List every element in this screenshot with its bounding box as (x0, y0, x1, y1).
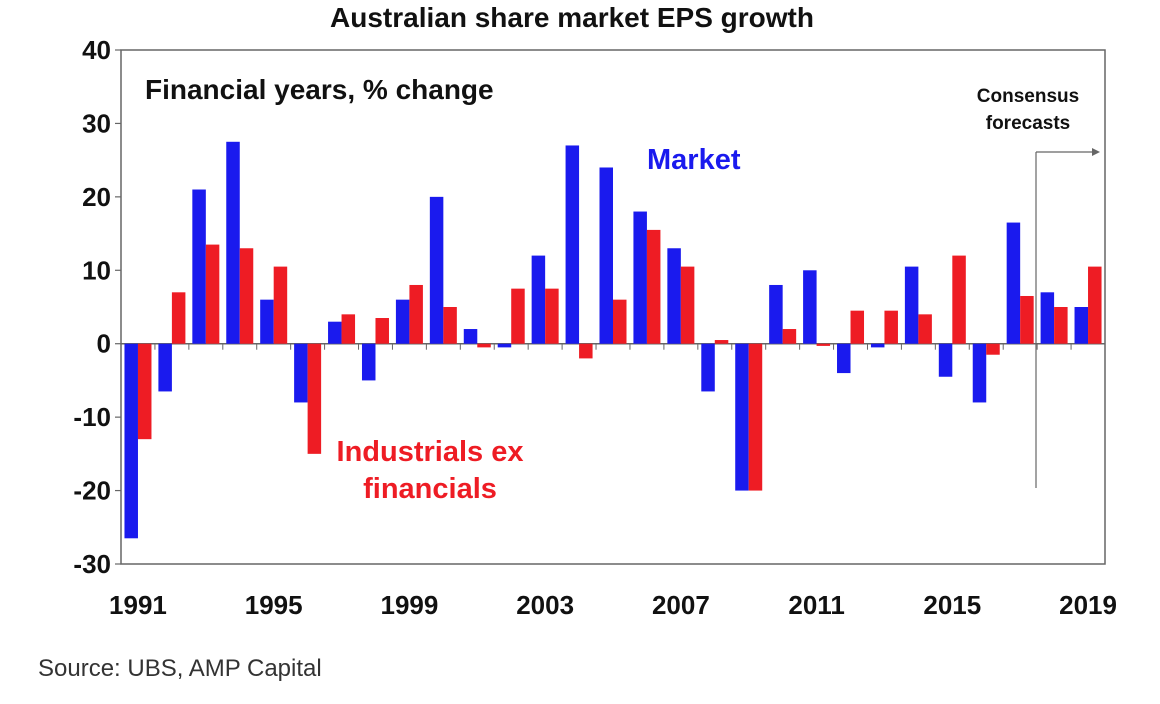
industrials-series-label-line2: financials (363, 473, 497, 505)
market-bar-2003 (531, 255, 546, 344)
market-bar-1993 (192, 189, 206, 344)
y-tick-label: 40 (82, 35, 111, 65)
market-bar-2000 (429, 196, 444, 344)
industrials-bar-2017 (1020, 295, 1034, 344)
industrials-bar-1993 (205, 244, 220, 344)
x-tick-label: 2015 (923, 590, 981, 620)
y-tick-label: -20 (73, 476, 111, 506)
industrials-bar-2012 (850, 310, 865, 344)
x-axis: 1991 1995 1999 2003 2007 2011 2015 2019 (109, 343, 1117, 620)
x-tick-label: 2019 (1059, 590, 1117, 620)
market-bar-2019 (1074, 307, 1089, 344)
industrials-bar-1996 (307, 343, 322, 454)
forecast-note-line2: forecasts (986, 113, 1071, 134)
industrials-bar-2010 (782, 329, 797, 344)
industrials-bar-2015 (952, 255, 966, 344)
industrials-bar-2007 (680, 266, 695, 344)
market-bar-2011 (803, 270, 817, 344)
industrials-bar-2009 (748, 343, 763, 491)
industrials-bar-1991 (137, 343, 152, 440)
x-tick-label: 2007 (652, 590, 710, 620)
y-tick-label: 20 (82, 182, 111, 212)
industrials-bar-2008 (714, 340, 729, 344)
market-series-label: Market (647, 144, 741, 176)
y-tick-label: -30 (73, 549, 111, 579)
forecast-bracket (1035, 148, 1100, 488)
market-bar-2010 (769, 284, 783, 344)
market-bar-2018 (1040, 292, 1055, 344)
industrials-bar-1999 (409, 284, 423, 344)
x-tick-label: 2003 (516, 590, 574, 620)
industrials-bar-1994 (239, 248, 254, 344)
market-bar-1998 (361, 343, 376, 381)
forecast-arrow-icon (1092, 148, 1100, 156)
x-tick-label: 1999 (380, 590, 438, 620)
market-bar-1999 (395, 299, 410, 344)
market-bar-2012 (837, 343, 851, 374)
industrials-bar-2016 (986, 343, 1000, 355)
industrials-series-label-line1: Industrials ex (337, 436, 524, 468)
industrials-bar-2013 (884, 310, 898, 344)
plot-frame (120, 49, 1106, 565)
market-bar-2014 (904, 266, 919, 344)
industrials-bar-2011 (816, 343, 831, 346)
industrials-bar-2005 (613, 299, 627, 344)
chart-subtitle: Financial years, % change (145, 74, 494, 105)
y-tick-label: -10 (73, 402, 111, 432)
industrials-bar-2003 (545, 288, 559, 344)
industrials-bar-1998 (375, 318, 389, 344)
industrials-bar-1995 (273, 266, 288, 344)
market-bar-2001 (463, 329, 478, 344)
market-bar-2002 (497, 343, 512, 348)
industrials-bar-2006 (646, 229, 661, 344)
y-tick-label: 0 (97, 329, 111, 359)
market-bar-1994 (226, 141, 240, 344)
x-tick-label: 1995 (245, 590, 303, 620)
market-bar-1996 (294, 343, 308, 403)
x-tick-label: 1991 (109, 590, 167, 620)
industrials-bar-1997 (341, 314, 356, 344)
bars-group (124, 141, 1102, 539)
industrials-bar-2000 (443, 307, 457, 344)
y-tick-label: 30 (82, 108, 111, 138)
industrials-bar-2001 (477, 343, 491, 348)
market-bar-2016 (972, 343, 987, 403)
market-bar-2015 (938, 343, 953, 377)
industrials-bar-2002 (511, 288, 525, 344)
market-bar-2005 (599, 167, 613, 344)
industrials-bar-2004 (579, 343, 593, 359)
y-tick-label: 10 (82, 255, 111, 285)
industrials-bar-2019 (1088, 266, 1102, 344)
market-bar-2008 (701, 343, 715, 392)
market-bar-1995 (260, 299, 274, 344)
x-tick-label: 2011 (788, 590, 844, 620)
source-note: Source: UBS, AMP Capital (38, 655, 322, 682)
market-bar-1997 (328, 321, 342, 344)
market-bar-2017 (1006, 222, 1021, 344)
market-bar-1992 (158, 343, 172, 392)
chart-title: Australian share market EPS growth (330, 2, 814, 33)
industrials-bar-2018 (1054, 307, 1068, 344)
market-bar-2004 (565, 145, 580, 344)
market-bar-2007 (667, 248, 681, 344)
market-bar-2013 (870, 343, 885, 348)
market-bar-2009 (735, 343, 749, 491)
industrials-bar-2014 (918, 314, 932, 344)
market-bar-2006 (633, 211, 647, 344)
forecast-note-line1: Consensus (977, 86, 1079, 107)
market-bar-1991 (124, 343, 138, 539)
industrials-bar-1992 (171, 292, 186, 344)
